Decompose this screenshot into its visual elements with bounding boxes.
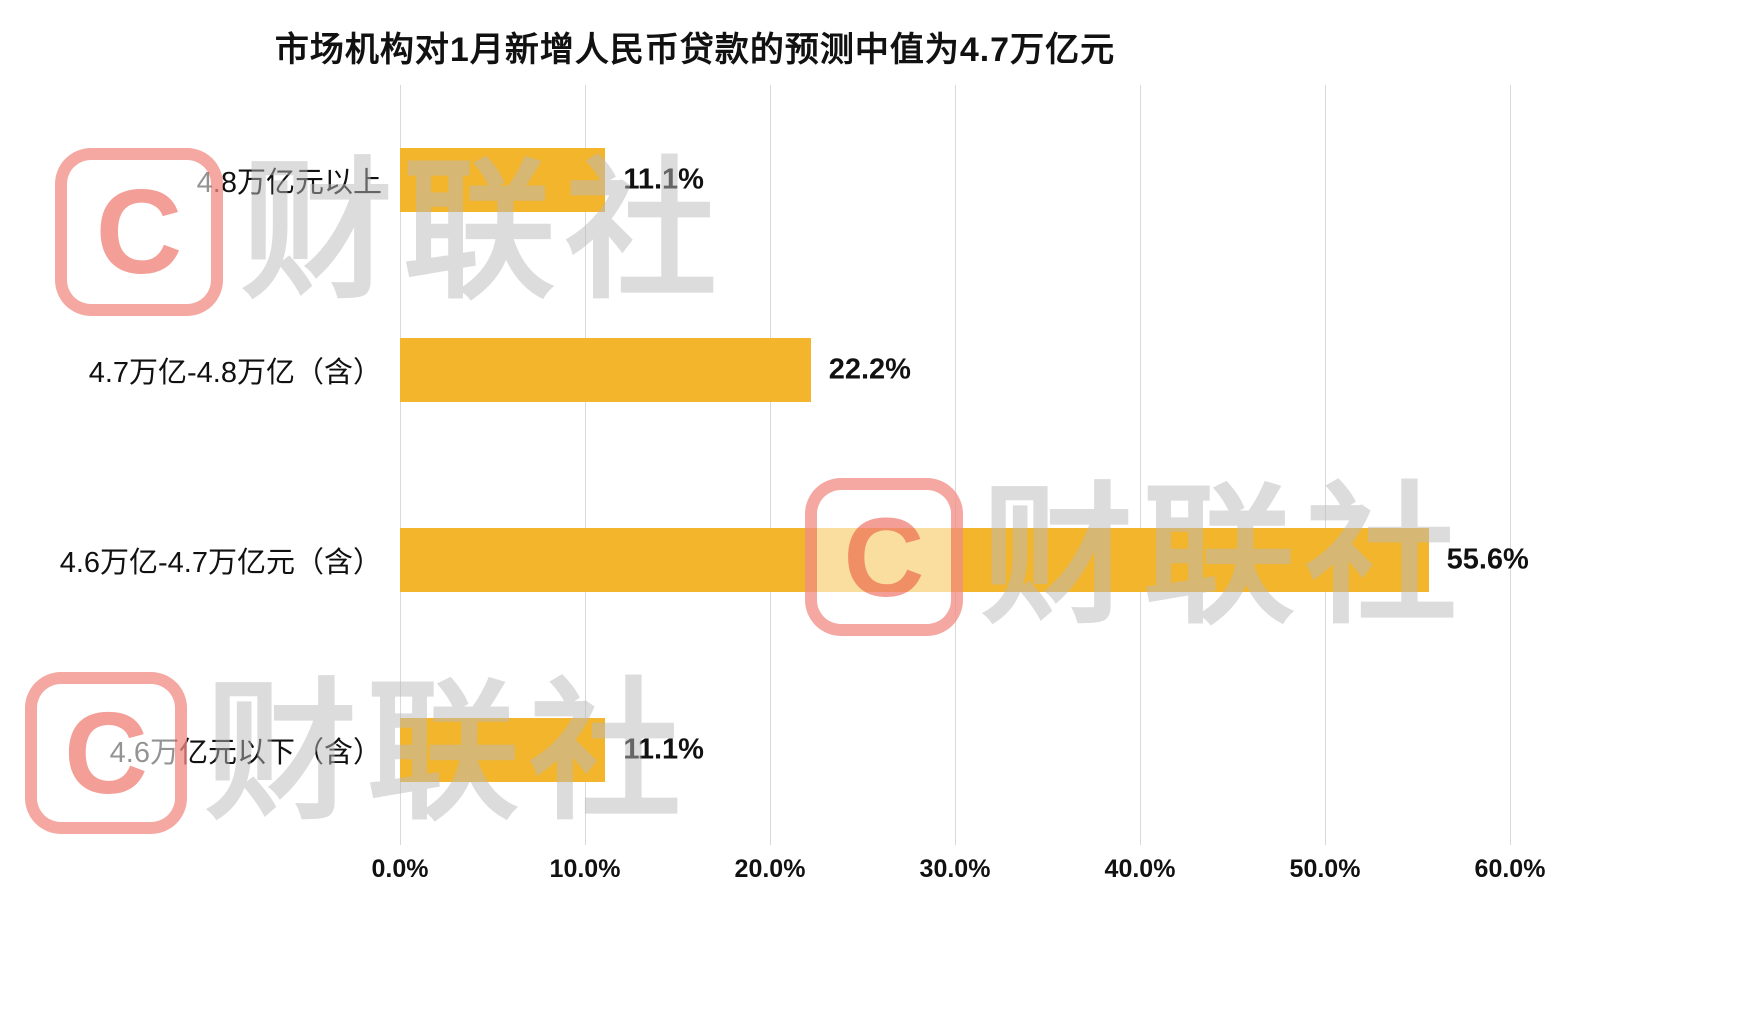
category-label: 4.7万亿-4.8万亿（含） bbox=[88, 357, 382, 389]
x-tick-label: 0.0% bbox=[371, 855, 429, 883]
bar bbox=[400, 528, 1429, 592]
x-tick-label: 40.0% bbox=[1104, 855, 1176, 883]
chart-title: 市场机构对1月新增人民币贷款的预测中值为4.7万亿元 bbox=[274, 31, 1116, 69]
gridline bbox=[400, 85, 401, 845]
gridline bbox=[770, 85, 771, 845]
x-tick-label: 20.0% bbox=[734, 855, 806, 883]
category-label: 4.6万亿元以下（含） bbox=[109, 737, 382, 769]
bar-row: 4.6万亿-4.7万亿元（含） 55.6% bbox=[0, 465, 1756, 655]
value-label: 22.2% bbox=[828, 353, 911, 386]
x-tick-label: 30.0% bbox=[919, 855, 991, 883]
bar bbox=[400, 148, 606, 212]
x-tick-label: 10.0% bbox=[549, 855, 621, 883]
gridline bbox=[1140, 85, 1141, 845]
plot-area bbox=[400, 85, 1512, 845]
bar-row: 4.8万亿元以上 11.1% bbox=[0, 85, 1756, 275]
x-tick-label: 50.0% bbox=[1289, 855, 1361, 883]
value-label: 55.6% bbox=[1446, 543, 1529, 576]
category-label: 4.6万亿-4.7万亿元（含） bbox=[59, 547, 382, 579]
bar-row: 4.7万亿-4.8万亿（含） 22.2% bbox=[0, 275, 1756, 465]
gridline bbox=[1325, 85, 1326, 845]
x-axis-ticks: 0.0% 10.0% 20.0% 30.0% 40.0% 50.0% 60.0% bbox=[0, 855, 1756, 895]
bar-row: 4.6万亿元以下（含） 11.1% bbox=[0, 655, 1756, 845]
gridline bbox=[585, 85, 586, 845]
x-tick-label: 60.0% bbox=[1474, 855, 1546, 883]
bar-rows: 4.8万亿元以上 11.1% 4.7万亿-4.8万亿（含） 22.2% 4.6万亿-4.… bbox=[0, 85, 1756, 845]
value-label: 11.1% bbox=[623, 733, 704, 766]
value-label: 11.1% bbox=[623, 163, 704, 196]
gridline bbox=[1510, 85, 1511, 845]
bar bbox=[400, 718, 606, 782]
bar bbox=[400, 338, 811, 402]
category-label: 4.8万亿元以上 bbox=[196, 167, 382, 199]
gridline bbox=[955, 85, 956, 845]
